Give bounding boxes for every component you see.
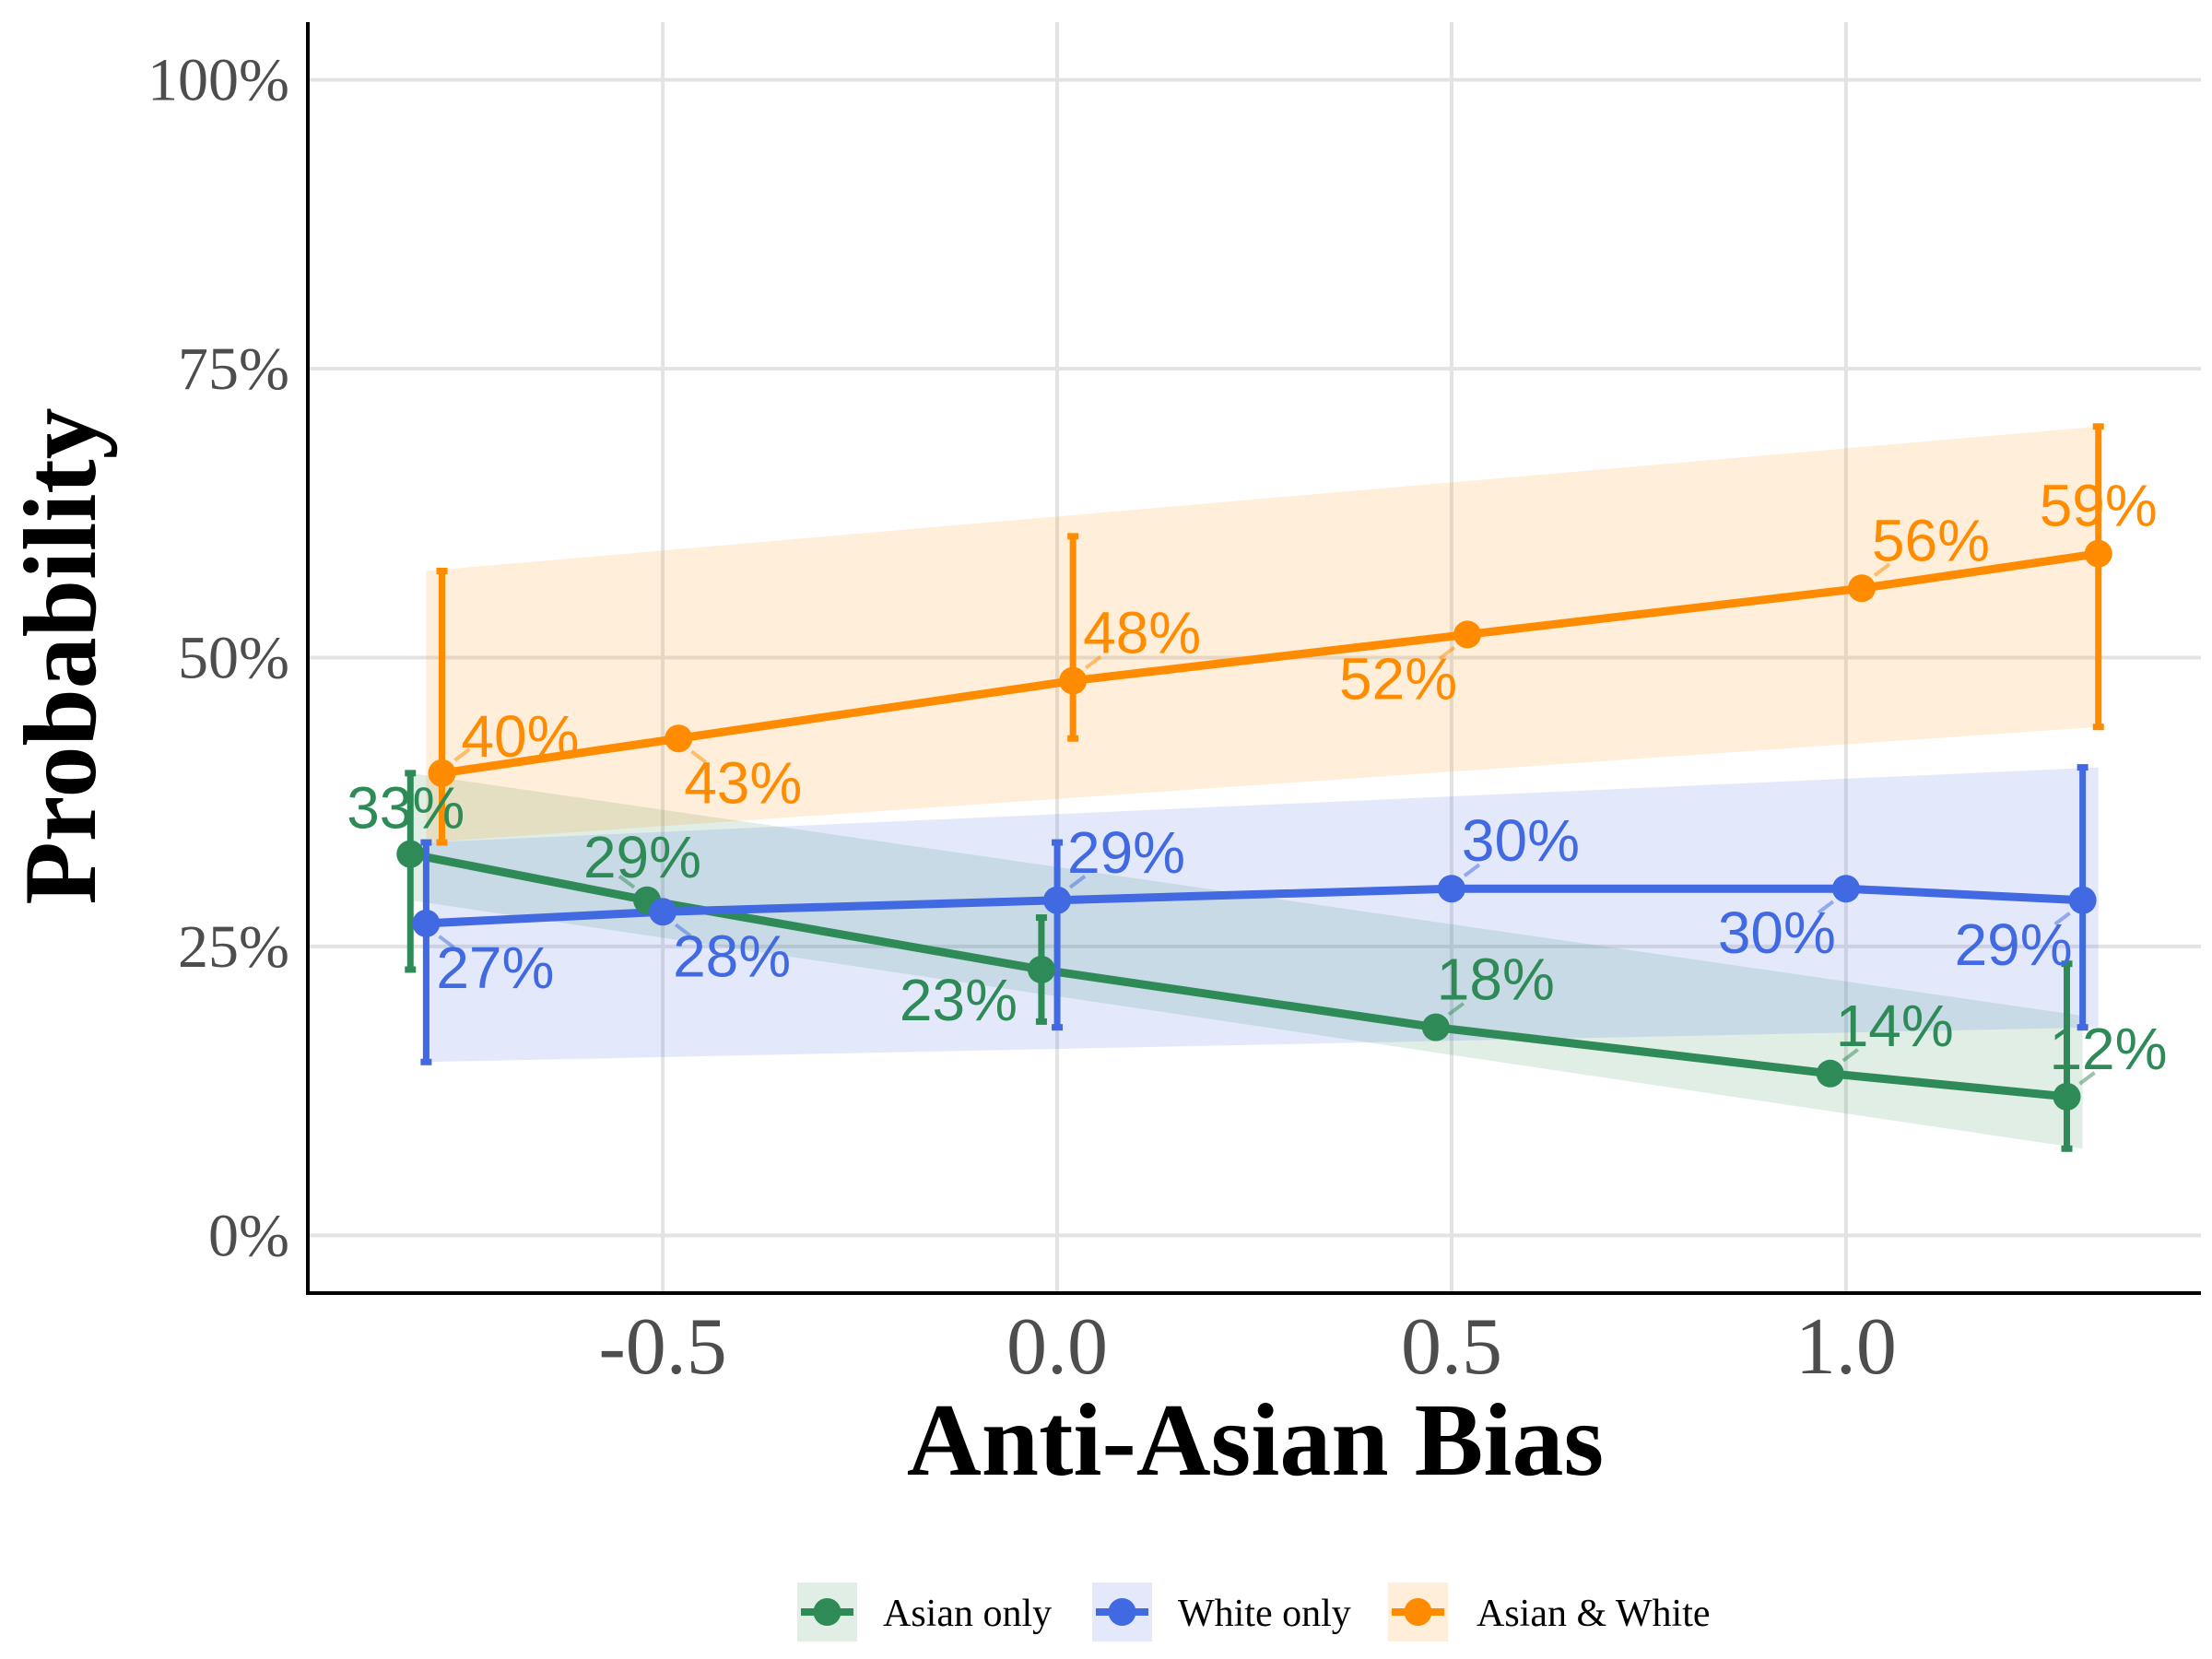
- label-leader-asian-only: [1841, 1048, 1859, 1063]
- point-asian-white: [1847, 574, 1876, 603]
- legend: Asian only White only Asian & White: [797, 1583, 1711, 1641]
- y-tick-label: 75%: [178, 335, 289, 403]
- label-leader-asian-white: [453, 747, 471, 762]
- label-leader-white-only: [1817, 900, 1835, 914]
- x-tick-label: 1.0: [1795, 1302, 1897, 1392]
- line-white-only: [426, 884, 2083, 928]
- point-asian-only: [1816, 1059, 1844, 1088]
- point-asian-white: [1059, 666, 1088, 695]
- data-label-asian-only: 18%: [1437, 947, 1555, 1013]
- label-leader-white-only: [674, 923, 692, 937]
- label-leader-white-only: [438, 935, 455, 949]
- band-asian-white: [426, 426, 2099, 843]
- label-leader-asian-white: [1084, 654, 1102, 670]
- point-white-only: [412, 909, 441, 937]
- label-leader-asian-only: [618, 875, 636, 889]
- series-lines: [409, 549, 2100, 1101]
- legend-marker-white-only: [1108, 1598, 1136, 1626]
- point-white-only: [1831, 875, 1860, 903]
- label-leader-asian-only: [1447, 1002, 1465, 1017]
- point-white-only: [649, 898, 677, 926]
- point-asian-white: [428, 759, 456, 787]
- point-asian-only: [1027, 955, 1055, 983]
- axes: [306, 22, 2201, 1295]
- point-white-only: [1043, 886, 1072, 914]
- y-tick-label: 25%: [178, 913, 289, 981]
- data-label-white-only: 27%: [436, 935, 554, 1001]
- data-label-white-only: 29%: [1067, 819, 1185, 886]
- data-label-asian-white: 59%: [2040, 473, 2158, 539]
- data-label-asian-only: 12%: [2049, 1016, 2167, 1082]
- line-asian-white: [441, 549, 2100, 778]
- label-leader-white-only: [1463, 863, 1481, 877]
- label-leader-asian-white: [1873, 562, 1891, 577]
- label-leader-asian-white: [690, 749, 708, 764]
- point-asian-white: [2084, 539, 2112, 568]
- data-label-white-only: 30%: [1718, 900, 1836, 966]
- point-asian-only: [1421, 1013, 1450, 1041]
- point-asian-only: [2053, 1082, 2081, 1111]
- point-asian-only: [396, 840, 425, 868]
- data-points: [396, 539, 2112, 1111]
- grid: [308, 22, 2201, 1293]
- x-tick-label: 0.0: [1006, 1302, 1108, 1392]
- label-leader-white-only: [1068, 875, 1087, 889]
- data-label-asian-only: 14%: [1836, 993, 1954, 1059]
- data-label-white-only: 28%: [673, 923, 791, 989]
- point-white-only: [1437, 875, 1465, 903]
- legend-item-asian-white: Asian & White: [1388, 1583, 1711, 1641]
- x-tick-label: 0.5: [1401, 1302, 1502, 1392]
- label-leader-white-only: [2053, 912, 2071, 926]
- legend-marker-asian-only: [813, 1598, 841, 1626]
- legend-label-asian-white: Asian & White: [1477, 1593, 1711, 1635]
- x-tick-label: -0.5: [598, 1302, 726, 1392]
- data-label-asian-only: 29%: [583, 824, 701, 890]
- label-leader-asian-only: [2078, 1071, 2096, 1086]
- data-label-asian-only: 33%: [347, 775, 465, 841]
- y-tick-label: 50%: [178, 625, 289, 692]
- y-axis-title: Probability: [4, 407, 118, 904]
- data-label-asian-white: 52%: [1339, 645, 1457, 712]
- legend-label-white-only: White only: [1178, 1593, 1351, 1635]
- line-asian-only: [409, 850, 2067, 1101]
- y-tick-label: 0%: [208, 1202, 289, 1269]
- data-label-asian-white: 40%: [461, 703, 579, 770]
- error-bars: [405, 423, 2104, 1152]
- x-axis-title: Anti-Asian Bias: [907, 1383, 1604, 1498]
- data-label-white-only: 29%: [1955, 912, 2073, 978]
- point-asian-white: [1453, 620, 1482, 649]
- tick-labels: 0% 25% 50% 75% 100% -0.5 0.0 0.5 1.0: [147, 47, 1897, 1392]
- data-label-white-only: 30%: [1462, 807, 1580, 874]
- legend-item-white-only: White only: [1092, 1583, 1351, 1641]
- legend-label-asian-only: Asian only: [883, 1593, 1052, 1635]
- data-label-asian-white: 56%: [1872, 507, 1990, 573]
- label-leader-asian-white: [1438, 645, 1456, 661]
- y-tick-label: 100%: [147, 47, 289, 114]
- legend-marker-asian-white: [1404, 1598, 1432, 1626]
- data-label-asian-only: 23%: [900, 967, 1018, 1033]
- point-white-only: [2068, 886, 2097, 914]
- band-white-only: [426, 767, 2099, 1063]
- point-asian-white: [665, 724, 693, 753]
- data-label-asian-white: 48%: [1083, 600, 1201, 666]
- legend-item-asian-only: Asian only: [797, 1583, 1052, 1641]
- data-label-asian-white: 43%: [684, 749, 802, 816]
- data-labels: 33%29%23% 18%14% 12%27% 28%29% 30%30% 29%40%4…: [347, 473, 2168, 1086]
